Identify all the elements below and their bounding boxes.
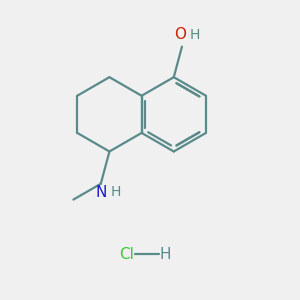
Text: H: H — [189, 28, 200, 42]
Text: Cl: Cl — [119, 247, 134, 262]
Text: H: H — [111, 185, 122, 199]
Text: N: N — [95, 185, 106, 200]
Text: H: H — [159, 247, 171, 262]
Text: O: O — [175, 27, 187, 42]
